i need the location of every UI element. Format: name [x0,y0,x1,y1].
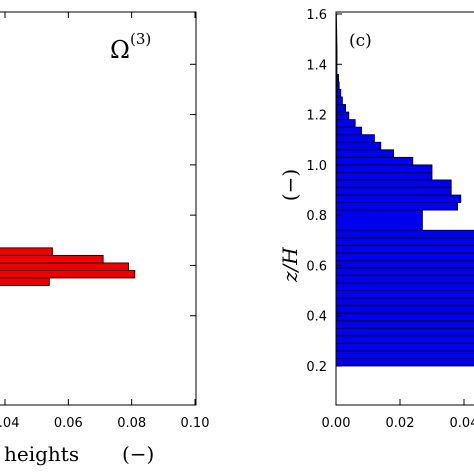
right-bar-3 [335,194,462,203]
right-bar-8 [335,156,414,166]
right-y-tick-label-2: 0.6 [306,259,327,274]
right-bar-2 [335,202,458,211]
right-y-axis-label: z/H [278,247,302,283]
right-x-tick-label-0: 0.00 [322,416,351,431]
right-bar-base-7 [335,305,474,314]
left-x-axis-label: heights [4,442,79,466]
left-bars [0,247,136,286]
right-x-tick-label-1: 0.02 [386,416,415,431]
right-y-tick-label-6: 1.4 [306,58,327,73]
right-x-ticks: 0.00 0.02 0.04 [322,399,474,431]
left-plot-frame [0,11,197,406]
right-y-ticks: 0.2 0.4 0.6 0.8 1.0 1.2 1.4 1.6 [306,8,342,375]
right-bar-14 [335,111,350,121]
right-bar-base-4 [335,327,474,337]
right-bar-base-3 [335,335,474,344]
left-x-tick-label-3: 0.10 [181,416,210,431]
right-bars [335,73,474,367]
right-bar-4 [335,187,452,196]
right-bar-15 [335,104,347,113]
right-bar-base-11 [335,275,474,284]
right-bar-1 [335,209,423,231]
right-bar-base-2 [335,342,474,352]
right-y-tick-label-4: 1.0 [306,159,327,174]
right-bar-base-5 [335,320,474,329]
right-bar-13 [335,119,356,128]
omega-annotation-superscript: (3) [130,30,151,48]
right-y-tick-label-5: 1.2 [306,109,327,124]
left-bar-5 [0,247,53,256]
left-x-tick-label-2: 0.08 [117,416,146,431]
right-y-tick-label-3: 0.8 [306,209,327,224]
right-bar-base-17 [335,229,474,239]
panel-label-c: (c) [349,31,372,51]
left-x-axis-unit: (−) [122,442,154,466]
left-x-tick-label-1: 0.06 [54,416,83,431]
right-bar-6 [335,171,433,181]
right-bar-base-6 [335,312,474,322]
right-bar-base-13 [335,259,474,269]
right-bar-base-8 [335,297,474,307]
right-bar-10 [335,141,382,151]
left-bar-3 [0,262,129,271]
right-bar-base-1 [335,350,474,359]
right-x-tick-label-2: 0.04 [450,416,474,431]
right-plot-frame [335,11,474,406]
right-bar-5 [335,179,452,188]
right-y-axis-unit: (−) [278,169,302,201]
right-bar-12 [335,126,363,136]
left-x-ticks: 0.04 0.06 0.08 0.10 [0,12,209,431]
right-bar-9 [335,149,394,158]
right-bar-base-14 [335,252,474,261]
left-x-tick-label-0: 0.04 [0,416,19,431]
right-bar-base-9 [335,290,474,299]
right-bar-base-15 [335,244,474,254]
right-bar-base-16 [335,237,474,246]
left-bar-4 [0,254,104,264]
left-bar-2 [0,270,136,279]
right-y-tick-label-7: 1.6 [306,8,327,23]
omega-annotation: Ω [110,36,130,64]
right-y-tick-label-1: 0.4 [306,310,327,325]
right-bar-base-0 [335,358,474,367]
right-bar-7 [335,164,433,173]
right-y-tick-label-0: 0.2 [306,360,327,375]
left-panel: 0.04 0.06 0.08 0.10 Ω (3) heights (−) [0,11,209,466]
left-bar-1 [0,277,50,286]
right-bar-base-12 [335,267,474,276]
right-panel: 0.2 0.4 0.6 0.8 1.0 1.2 1.4 1.6 0.00 0.02 0.04 (c… [278,8,474,431]
right-bar-base-10 [335,282,474,291]
right-bar-11 [335,134,375,143]
